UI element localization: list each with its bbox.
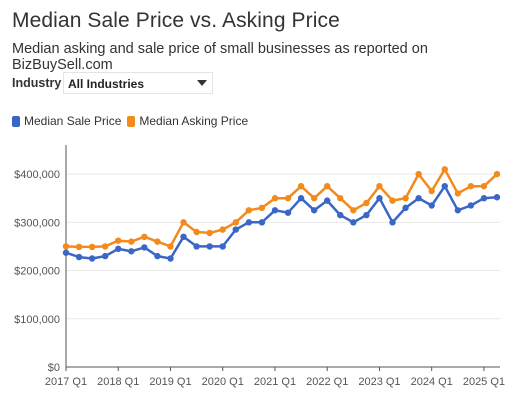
sale-price-point xyxy=(415,195,422,202)
sale-price-point xyxy=(428,202,435,209)
asking-price-point xyxy=(141,233,148,240)
asking-price-point xyxy=(467,182,475,190)
asking-price-point xyxy=(167,243,174,250)
asking-price-point xyxy=(219,226,226,233)
x-tick-label: 2021 Q1 xyxy=(254,376,296,388)
sale-price-point xyxy=(493,194,501,201)
x-tick-label: 2017 Q1 xyxy=(45,376,87,388)
asking-price-point xyxy=(350,207,357,214)
x-tick-label: 2024 Q1 xyxy=(411,376,453,388)
sale-price-point xyxy=(206,243,213,250)
asking-price-point xyxy=(337,195,344,202)
sale-price-point xyxy=(363,211,370,219)
sale-price-point xyxy=(350,219,357,226)
y-tick-label: $0 xyxy=(48,362,60,374)
asking-price-point xyxy=(115,237,122,244)
asking-price-point xyxy=(324,182,331,190)
sale-price-point xyxy=(115,245,122,253)
sale-price-point xyxy=(219,243,226,250)
sale-price-point xyxy=(154,252,161,260)
sale-price-point xyxy=(284,209,292,216)
asking-price-point xyxy=(389,197,396,204)
industry-filter-label: Industry xyxy=(12,76,62,90)
y-tick-label: $300,000 xyxy=(14,217,60,229)
sale-price-point xyxy=(310,207,318,214)
legend-label-asking: Median Asking Price xyxy=(139,114,249,128)
chart-subtitle: Median asking and sale price of small bu… xyxy=(12,41,428,73)
sale-price-point xyxy=(75,253,83,261)
asking-price-point xyxy=(88,243,96,251)
asking-price-line xyxy=(65,168,498,249)
legend-item-asking[interactable]: Median Asking Price xyxy=(127,114,248,128)
asking-price-point xyxy=(128,238,135,245)
asking-price-point xyxy=(441,166,448,173)
asking-price-point xyxy=(428,187,435,195)
sale-price-point xyxy=(141,244,148,251)
y-tick-label: $200,000 xyxy=(14,266,60,278)
sale-price-point xyxy=(441,182,448,190)
asking-price-point xyxy=(454,190,462,197)
asking-price-point xyxy=(62,243,70,250)
sale-price-point xyxy=(402,204,409,212)
x-tick-label: 2023 Q1 xyxy=(358,376,400,388)
asking-price-point xyxy=(310,195,318,202)
asking-price-point xyxy=(75,243,83,251)
asking-price-point xyxy=(376,182,383,190)
sale-price-point xyxy=(101,252,109,260)
asking-price-point xyxy=(232,219,239,226)
asking-price-point xyxy=(284,195,292,202)
sale-price-point xyxy=(467,202,475,209)
sale-price-point xyxy=(297,195,305,202)
x-tick-label: 2025 Q1 xyxy=(463,376,505,388)
asking-price-point xyxy=(180,219,187,226)
x-tick-label: 2019 Q1 xyxy=(149,376,191,388)
asking-price-point xyxy=(402,195,409,202)
sale-price-point xyxy=(480,195,488,202)
y-tick-label: $100,000 xyxy=(14,314,60,326)
asking-price-point xyxy=(480,182,488,190)
asking-price-point xyxy=(258,204,266,212)
industry-select-value: All Industries xyxy=(68,77,145,91)
asking-price-point xyxy=(206,229,213,237)
asking-price-point xyxy=(415,170,422,178)
legend-swatch-asking xyxy=(127,115,136,127)
asking-price-point xyxy=(297,182,305,190)
sale-price-point xyxy=(245,219,253,226)
sale-price-point xyxy=(389,219,396,226)
sale-price-point xyxy=(454,207,462,214)
sale-price-point xyxy=(180,233,187,240)
sale-price-point xyxy=(324,197,331,204)
sale-price-point xyxy=(376,195,383,202)
legend-label-sale: Median Sale Price xyxy=(24,114,122,128)
asking-price-point xyxy=(245,207,253,214)
legend-item-sale[interactable]: Median Sale Price xyxy=(12,114,121,128)
x-tick-label: 2022 Q1 xyxy=(306,376,348,388)
asking-price-point xyxy=(493,170,501,178)
asking-price-point xyxy=(363,199,370,207)
chevron-down-icon xyxy=(197,80,207,86)
sale-price-point xyxy=(88,255,96,262)
x-tick-label: 2018 Q1 xyxy=(97,376,139,388)
x-tick-label: 2020 Q1 xyxy=(202,376,244,388)
sale-price-point xyxy=(232,226,239,233)
y-tick-label: $400,000 xyxy=(14,169,60,181)
sale-price-point xyxy=(62,249,70,256)
sale-price-point xyxy=(128,248,135,255)
sale-price-point xyxy=(167,255,174,262)
asking-price-point xyxy=(101,243,109,250)
sale-price-point xyxy=(271,207,279,214)
asking-price-point xyxy=(193,228,200,236)
industry-select[interactable]: All Industries xyxy=(63,72,213,94)
sale-price-point xyxy=(258,219,266,226)
asking-price-point xyxy=(154,238,161,245)
sale-price-point xyxy=(337,211,344,219)
sale-price-point xyxy=(193,243,200,250)
chart-title: Median Sale Price vs. Asking Price xyxy=(12,9,340,32)
sale-price-line xyxy=(65,184,498,260)
asking-price-point xyxy=(271,195,279,202)
legend-swatch-sale xyxy=(12,115,20,127)
chart-legend: Median Sale Price Median Asking Price xyxy=(12,114,248,128)
